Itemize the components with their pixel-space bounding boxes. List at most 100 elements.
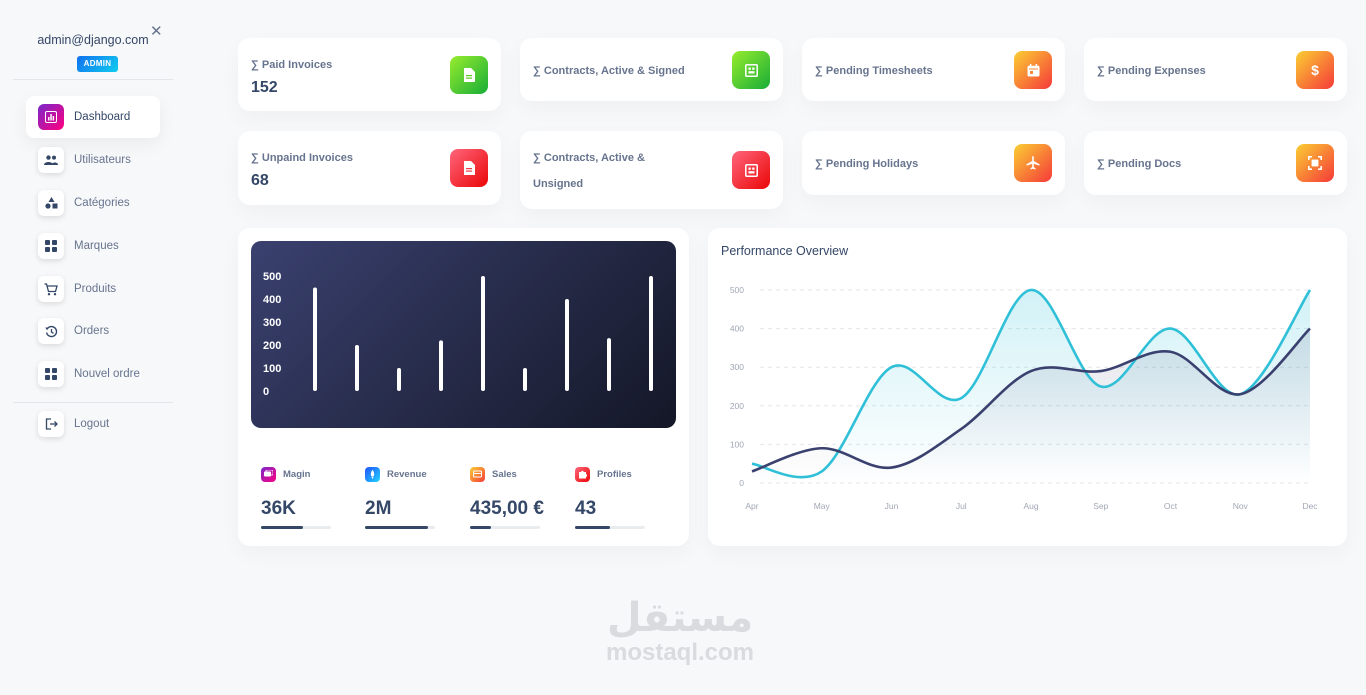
watermark: مستقل mostaql.com — [560, 596, 800, 666]
divider — [13, 402, 173, 403]
stat-value: 152 — [251, 79, 278, 96]
sidebar-item-produits[interactable]: Produits — [26, 268, 160, 310]
sidebar-item-utilisateurs[interactable]: Utilisateurs — [26, 139, 160, 181]
cards-icon — [261, 466, 276, 482]
kpi-progress — [261, 526, 331, 529]
x-tick-label: Jul — [956, 501, 967, 511]
users-icon — [38, 147, 64, 173]
scan-icon — [1296, 144, 1334, 182]
cart-icon — [470, 466, 485, 482]
stat-card-contracts-unsigned: ∑ Contracts, Active & Unsigned — [520, 131, 783, 209]
y-tick-label: 100 — [730, 439, 744, 449]
stat-card-contracts-signed: ∑ Contracts, Active & Signed — [520, 38, 783, 101]
bar-chart-icon — [38, 104, 64, 130]
kpi-value: 43 — [575, 498, 597, 519]
kpi-revenue: Revenue 2M — [365, 466, 455, 529]
kpi-progress-fill — [261, 526, 303, 529]
performance-overview-card: Performance Overview 0 100 200 300 400 500 Apr… — [708, 228, 1347, 546]
chart-title: Performance Overview — [721, 244, 849, 258]
x-tick-label: Nov — [1233, 501, 1249, 511]
puzzle-icon — [575, 466, 590, 482]
sidebar-item-nouvel-ordre[interactable]: Nouvel ordre — [26, 353, 160, 395]
bar-chart: 0 100 200 300 400 500 — [263, 271, 653, 398]
close-icon[interactable]: ✕ — [150, 23, 163, 40]
sidebar-item-label: Produits — [74, 283, 117, 295]
sidebar-item-marques[interactable]: Marques — [26, 225, 160, 267]
kpi-label: Magin — [283, 468, 311, 480]
y-tick-label: 0 — [739, 478, 744, 488]
stat-label: ∑ Paid Invoices — [251, 59, 333, 71]
kpi-profiles: Profiles 43 — [575, 466, 665, 529]
x-tick-label: May — [814, 501, 831, 511]
divider — [13, 79, 173, 80]
role-badge: ADMIN — [77, 56, 118, 72]
kpi-progress — [575, 526, 645, 529]
kpi-progress — [470, 526, 540, 529]
dollar-icon: $ — [1296, 51, 1334, 89]
stat-card-unpaid-invoices: ∑ Unpaind Invoices 68 — [238, 131, 501, 205]
document-icon — [450, 149, 488, 187]
x-tick-label: Dec — [1302, 501, 1318, 511]
contract-icon — [732, 151, 770, 189]
bar-y-tick: 0 — [263, 386, 269, 398]
bar-y-tick: 300 — [263, 317, 281, 329]
stat-label: ∑ Pending Holidays — [815, 158, 919, 170]
kpi-label: Profiles — [597, 468, 632, 480]
stat-card-paid-invoices: ∑ Paid Invoices 152 — [238, 38, 501, 111]
sidebar-item-label: Marques — [74, 240, 119, 252]
dollar-glyph: $ — [1311, 62, 1319, 78]
stat-value: 68 — [251, 172, 269, 189]
kpi-progress-fill — [575, 526, 610, 529]
logout-label: Logout — [74, 418, 110, 430]
rocket-icon — [365, 466, 380, 482]
logout-button[interactable]: Logout — [26, 403, 160, 445]
series-line — [751, 288, 1312, 479]
sidebar-item-label: Catégories — [74, 197, 130, 209]
kpi-label: Revenue — [387, 468, 427, 480]
stat-label: ∑ Pending Docs — [1097, 158, 1182, 170]
airplane-icon — [1014, 144, 1052, 182]
sidebar-item-label: Dashboard — [74, 111, 131, 123]
y-tick-label: 400 — [730, 324, 744, 334]
sidebar-item-orders[interactable]: Orders — [26, 310, 160, 352]
kpi-value: 2M — [365, 498, 392, 519]
grid-icon — [38, 233, 64, 259]
user-email: admin@django.com — [37, 33, 149, 47]
bar-y-tick: 500 — [263, 271, 281, 283]
kpi-progress-fill — [365, 526, 428, 529]
shapes-icon — [38, 190, 64, 216]
x-tick-label: Sep — [1093, 501, 1108, 511]
x-tick-label: Jun — [885, 501, 899, 511]
sales-summary-card: 0 100 200 300 400 500 Magin 36K Revenue 2M Sa… — [238, 228, 689, 546]
bar — [565, 299, 569, 391]
document-icon — [450, 56, 488, 94]
sidebar-item-dashboard[interactable]: Dashboard — [26, 96, 160, 138]
bar — [439, 340, 443, 391]
sidebar-item-label: Nouvel ordre — [74, 368, 140, 380]
stat-label-line2: Unsigned — [533, 178, 584, 190]
kpi-progress — [365, 526, 435, 529]
sidebar-item-categories[interactable]: Catégories — [26, 182, 160, 224]
x-tick-label: Oct — [1164, 501, 1178, 511]
kpi-progress-fill — [470, 526, 491, 529]
sidebar-item-label: Orders — [74, 325, 110, 337]
cart-icon — [38, 276, 64, 302]
series-area — [752, 328, 1310, 483]
logout-icon — [38, 411, 64, 437]
kpi-magin: Magin 36K — [261, 466, 351, 529]
x-tick-label: Apr — [745, 501, 758, 511]
bar — [607, 338, 611, 391]
y-tick-label: 300 — [730, 362, 744, 372]
stat-label: ∑ Contracts, Active & Signed — [533, 65, 685, 77]
bar — [355, 345, 359, 391]
stat-label: ∑ Unpaind Invoices — [251, 152, 353, 164]
bar — [397, 368, 401, 391]
kpi-value: 435,00 € — [470, 498, 544, 519]
y-tick-label: 200 — [730, 401, 744, 411]
x-tick-label: Aug — [1023, 501, 1038, 511]
line-chart: 0 100 200 300 400 500 Apr May Jun Jul Aug Sep Oct Nov… — [730, 285, 1318, 511]
history-icon — [38, 318, 64, 344]
stat-label: ∑ Pending Timesheets — [815, 65, 933, 77]
contract-icon — [732, 51, 770, 89]
grid-icon — [38, 361, 64, 387]
